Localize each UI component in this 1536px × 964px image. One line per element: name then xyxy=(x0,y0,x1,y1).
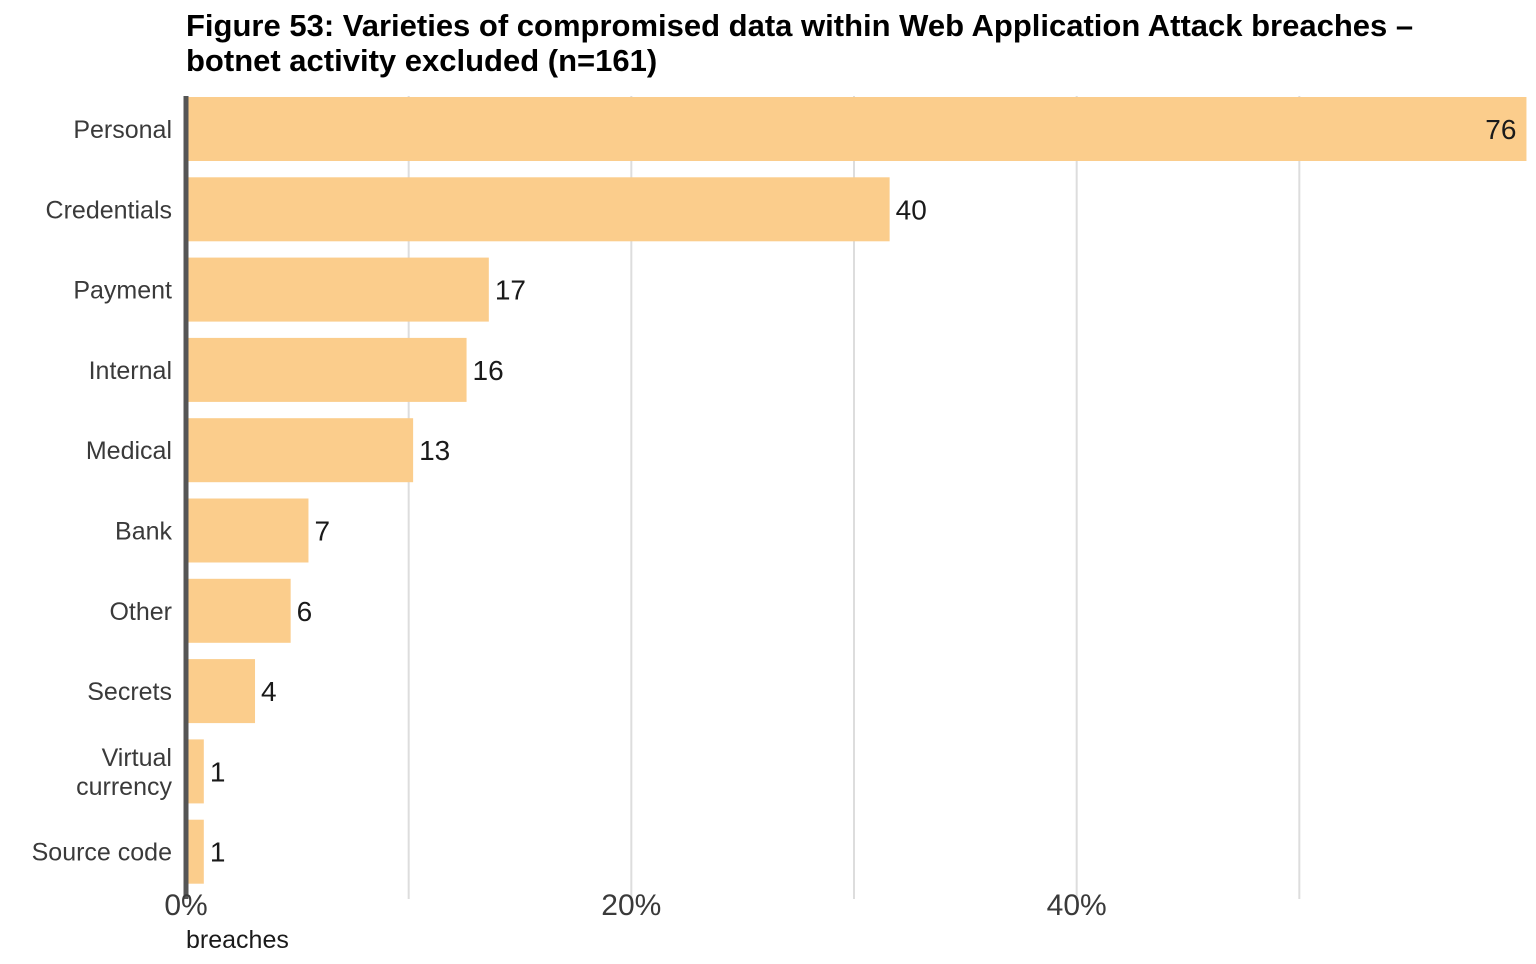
x-tick-label: 40% xyxy=(1047,889,1107,922)
value-label: 17 xyxy=(495,275,526,306)
category-label: Internal xyxy=(89,357,172,385)
x-unit-label: breaches xyxy=(186,926,289,954)
bar xyxy=(186,819,204,884)
bar xyxy=(186,97,1527,161)
category-label: Bank xyxy=(115,518,172,546)
x-tick-labels: 0% 20% 40% xyxy=(164,889,1106,922)
value-label: 4 xyxy=(261,676,277,707)
category-label: Secrets xyxy=(87,678,172,706)
bar xyxy=(186,659,256,724)
category-label: Medical xyxy=(86,437,172,465)
value-label: 1 xyxy=(210,837,226,868)
bar xyxy=(186,177,890,242)
category-label: Other xyxy=(109,598,172,626)
value-label: 7 xyxy=(314,516,330,547)
value-label: 40 xyxy=(896,194,927,225)
chart-title: Figure 53: Varieties of compromised data… xyxy=(186,8,1414,78)
category-labels: Personal Credentials Payment Internal Medica… xyxy=(32,116,173,867)
bars xyxy=(186,97,1527,884)
value-label: 76 xyxy=(1485,114,1516,145)
category-label: Payment xyxy=(73,277,172,305)
category-label: Personal xyxy=(73,116,172,144)
bar xyxy=(186,739,204,804)
category-label: Source code xyxy=(32,839,172,867)
x-tick-label: 20% xyxy=(601,889,661,922)
bar xyxy=(186,498,309,563)
bar xyxy=(186,337,467,402)
category-label: Virtual currency xyxy=(76,744,172,801)
value-label: 1 xyxy=(210,756,226,787)
bar xyxy=(186,257,489,322)
bar xyxy=(186,418,414,483)
x-tick-label: 0% xyxy=(164,889,207,922)
value-label: 6 xyxy=(297,596,313,627)
value-label: 13 xyxy=(419,435,450,466)
value-label: 16 xyxy=(473,355,504,386)
category-label: Credentials xyxy=(46,196,172,224)
bar xyxy=(186,578,291,643)
